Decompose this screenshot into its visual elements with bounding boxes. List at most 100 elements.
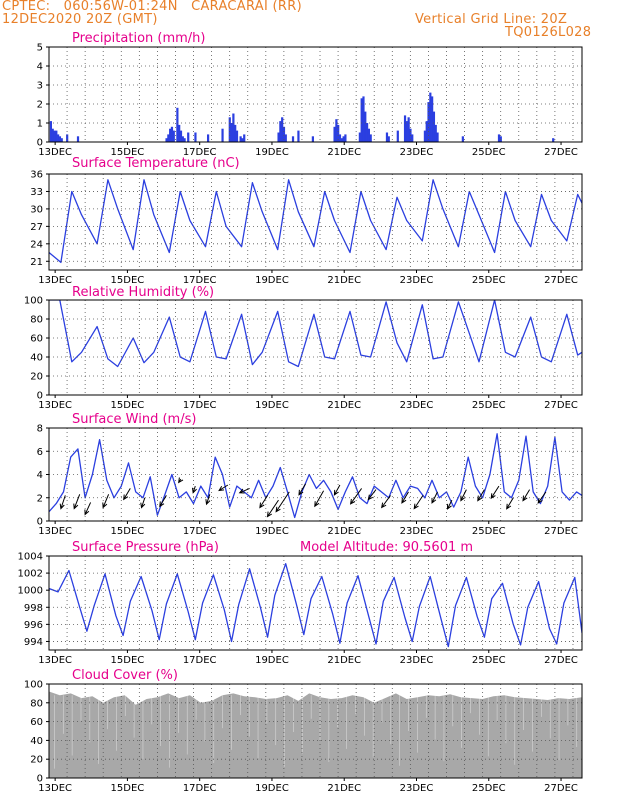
wind-arrow [238,487,250,494]
y-tick-label: 0 [37,391,43,402]
precip-bar [427,102,430,142]
precip-bar [281,117,284,142]
precip-bar [66,134,69,142]
panel-2: 0 20 40 60 80 100 13DEC 15DEC 17DEC 19DEC 21DEC 23D… [24,285,583,411]
y-tick-label: 8 [37,424,43,435]
precip-bar [53,130,56,142]
panel-4: 994 996 998 1000 1002 1004 13DEC 15DEC 17DEC 19DE… [18,540,583,666]
wind-arrow [178,477,184,484]
wind-arrow [537,491,547,504]
precip-bar [232,113,235,142]
precip-bar [431,96,434,142]
precip-bar [360,98,363,142]
y-tick-label: 21 [30,257,43,268]
y-tick-label: 36 [30,170,43,181]
precip-bar [344,134,347,142]
x-tick-label: 19DEC [255,400,289,411]
wind-arrow [192,485,197,494]
wind-arrow [333,484,341,496]
precip-bar [432,111,436,142]
precip-bar [58,136,62,142]
precip-bar [497,134,501,142]
precip-bar [49,121,53,142]
precip-bar [423,130,427,142]
panel-frame [48,173,583,271]
precip-bar [181,136,184,142]
y-tick-label: 20 [30,372,43,383]
x-tick-label: 13DEC [38,655,72,666]
panel-3: 0 2 4 6 8 13DEC 15DEC 17DEC 19DEC 21DEC 23DEC 25DEC… [37,412,583,537]
precip-bar [552,138,555,142]
x-tick-label: 15DEC [111,400,145,411]
x-tick-label: 21DEC [327,655,361,666]
series-line [49,179,582,264]
y-tick-label: 100 [24,680,43,691]
precip-bar [55,130,58,142]
precip-bar [342,136,345,142]
panel-title: Surface Temperature (nC) [72,156,240,171]
panel-title: Surface Wind (m/s) [72,412,196,427]
x-tick-label: 21DEC [327,275,361,286]
x-tick-label: 23DEC [400,526,434,537]
precip-bar [277,132,280,142]
x-tick-label: 25DEC [472,783,506,794]
y-tick-label: 1000 [18,586,43,597]
precip-bar [365,123,369,142]
x-tick-label: 19DEC [255,783,289,794]
precip-bar [60,138,63,142]
wind-arrow [159,495,167,508]
x-tick-label: 13DEC [38,400,72,411]
precip-bar [291,136,295,142]
precip-bar [362,96,365,142]
x-tick-label: 27DEC [544,655,578,666]
header-station: CPTEC: 060:56W-01:24N CARACARAI (RR) [2,0,302,14]
wind-arrow [349,488,363,505]
precip-bar [333,126,336,142]
precip-bar [425,121,428,142]
precip-bar [367,128,370,142]
y-tick-label: 1004 [18,552,43,563]
x-tick-label: 17DEC [183,783,217,794]
wind-arrow [381,495,391,509]
x-tick-label: 27DEC [544,783,578,794]
x-tick-label: 19DEC [255,526,289,537]
x-tick-label: 19DEC [255,655,289,666]
wind-arrow [259,495,269,509]
precip-bar [243,134,246,142]
wind-arrow [59,495,66,510]
wind-arrow [460,489,467,502]
panel-frame [48,46,583,143]
panel-frame [48,299,583,396]
x-tick-label: 19DEC [255,275,289,286]
precip-bar [235,130,239,142]
x-tick-label: 21DEC [327,147,361,158]
precip-bar [178,124,181,142]
x-tick-label: 17DEC [183,275,217,286]
precip-bar [228,117,231,142]
precip-bar [176,107,179,142]
x-tick-label: 25DEC [472,526,506,537]
panel-annotation: Model Altitude: 90.5601 m [300,540,473,555]
precip-bar [206,134,210,142]
y-tick-label: 30 [30,204,43,215]
panel-5: 0 20 40 60 80 100 13DEC 15DEC 17DEC 19DEC 21DEC 23D… [24,668,583,794]
panel-0: 0 1 2 3 4 5 13DEC 15DEC 17DEC 19DEC 21DEC 23DEC 25DE… [37,31,583,158]
precip-bar [358,132,361,142]
y-tick-label: 4 [37,62,43,73]
y-tick-label: 40 [30,353,43,364]
x-tick-label: 27DEC [544,526,578,537]
precip-bar [51,128,54,142]
precip-bar [403,115,407,142]
x-tick-label: 21DEC [327,783,361,794]
wind-arrow [123,488,131,501]
x-tick-label: 19DEC [255,147,289,158]
wind-arrow [522,489,531,502]
wind-arrow [367,489,377,501]
precip-bar [194,132,197,142]
precip-bar [338,134,342,142]
y-tick-label: 40 [30,736,43,747]
precip-bar [411,134,414,142]
y-tick-label: 3 [37,81,43,92]
wind-arrow [84,502,92,516]
